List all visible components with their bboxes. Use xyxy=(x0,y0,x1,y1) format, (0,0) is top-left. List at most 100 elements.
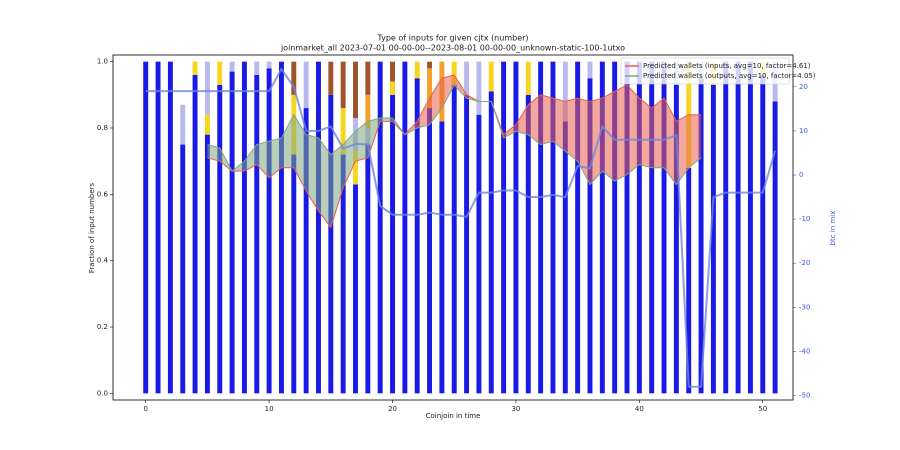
bar-segment xyxy=(377,61,383,394)
fill-between xyxy=(602,91,615,182)
bar-segment xyxy=(365,144,371,394)
bar-segment xyxy=(698,78,704,394)
fill-between xyxy=(417,98,430,128)
y-tick-label: 0.6 xyxy=(97,190,109,198)
bar-segment xyxy=(328,61,334,95)
bar-segment xyxy=(464,94,470,394)
bar-segment xyxy=(204,114,210,135)
fill-between xyxy=(676,114,689,185)
line xyxy=(145,67,777,388)
y-tick-label: 0.2 xyxy=(97,323,108,331)
bar-segment xyxy=(414,78,420,394)
bar-segment xyxy=(414,61,420,79)
bar-segment xyxy=(649,61,655,394)
bar-segment xyxy=(340,108,346,155)
bar-segment xyxy=(525,61,531,95)
bar-segment xyxy=(587,61,593,79)
bar-segment xyxy=(501,61,507,394)
bar-segment xyxy=(390,94,395,394)
x-tick-label: 10 xyxy=(265,405,274,413)
x-tick-label: 20 xyxy=(388,405,397,413)
bar-segment xyxy=(723,61,729,394)
chart-title: Type of inputs for given cjtx (number) xyxy=(376,34,528,43)
bar-segment xyxy=(686,167,692,394)
bar-segment xyxy=(365,61,371,95)
bar-segment xyxy=(488,91,494,394)
bar-segment xyxy=(266,61,272,69)
fill-between xyxy=(651,98,665,168)
bar-segment xyxy=(451,61,457,85)
bar-segment xyxy=(340,154,346,394)
bar-segment xyxy=(624,61,630,394)
bar-segment xyxy=(353,61,358,119)
fill-between xyxy=(577,98,590,185)
bar-segment xyxy=(241,61,247,394)
bar-segment xyxy=(525,94,531,394)
bar-segment xyxy=(599,61,605,394)
bar-segment xyxy=(661,61,667,394)
fill-between xyxy=(293,114,307,192)
bar-segment xyxy=(575,61,581,394)
bar-segment xyxy=(254,74,260,394)
x-axis-label: Coinjoin in time xyxy=(426,412,481,420)
bar-segment xyxy=(402,61,408,394)
fill-between xyxy=(207,144,220,162)
bar-segment xyxy=(192,61,198,75)
fill-between xyxy=(429,78,442,125)
fill-between xyxy=(318,137,331,228)
bar-segment xyxy=(562,121,568,394)
fill-between xyxy=(306,134,319,211)
bar-segment xyxy=(229,61,235,72)
bar-segment xyxy=(143,61,149,394)
y2-axis-label: btc in mix xyxy=(829,211,837,246)
fill-between xyxy=(330,144,344,228)
fill-between xyxy=(614,84,628,182)
fill-between xyxy=(688,114,702,168)
fill-between xyxy=(639,98,652,168)
fill-between xyxy=(627,84,640,175)
y-tick-label: 0.4 xyxy=(97,257,109,265)
bar-segment xyxy=(513,61,519,394)
bar-segment xyxy=(155,61,161,394)
bar-segment xyxy=(451,84,457,394)
bar-segment xyxy=(735,61,741,394)
y2-tick-label: 10 xyxy=(799,127,808,135)
fill-between xyxy=(503,124,516,138)
y2-tick-label: -30 xyxy=(799,303,810,311)
bar-segment xyxy=(254,61,260,75)
bar-segment xyxy=(217,84,223,394)
bar-segment xyxy=(303,61,309,109)
fill-between xyxy=(355,121,368,162)
bar-segment xyxy=(587,78,593,394)
bar-segment xyxy=(427,61,433,69)
bar-segment xyxy=(710,84,716,394)
bar-segment xyxy=(760,74,766,394)
x-tick-label: 30 xyxy=(511,405,520,413)
y2-tick-label: -50 xyxy=(799,392,810,400)
fill-between xyxy=(589,98,603,185)
fill-between xyxy=(281,114,294,168)
fill-between xyxy=(664,98,677,185)
bar-segment xyxy=(464,61,470,95)
bar-segment xyxy=(180,144,186,394)
y-tick-label: 0.8 xyxy=(97,124,108,132)
fill-between xyxy=(380,118,393,122)
bar-segment xyxy=(167,61,173,394)
legend-box xyxy=(620,57,790,85)
fill-between xyxy=(244,144,257,172)
line xyxy=(207,84,702,186)
y2-tick-label: 0 xyxy=(799,171,803,179)
x-tick-label: 40 xyxy=(635,405,644,413)
bar-segment xyxy=(390,61,395,82)
y-tick-label: 1.0 xyxy=(97,58,108,66)
bar-segment xyxy=(772,101,778,394)
fill-between xyxy=(528,94,541,145)
bar-segment xyxy=(266,68,272,394)
bar-segment xyxy=(328,94,334,394)
bar-segment xyxy=(353,184,358,394)
fill-between xyxy=(552,98,566,152)
bar-segment xyxy=(278,61,284,394)
bar-segment xyxy=(476,114,482,394)
bar-segment xyxy=(204,134,210,394)
bar-segment xyxy=(204,61,210,115)
